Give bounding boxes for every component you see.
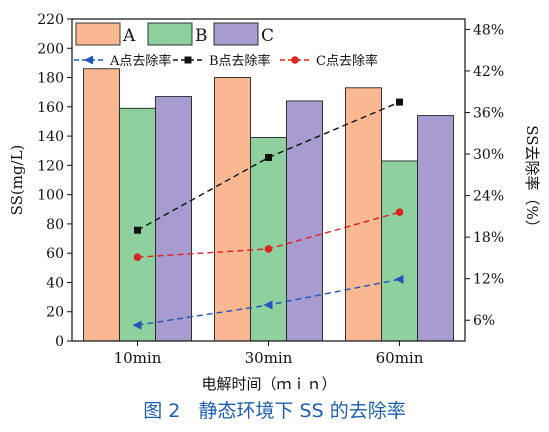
y2-tick-label: 48% [473,22,504,38]
y2-tick-label: 18% [473,230,504,246]
y-tick-label: 80 [46,217,64,233]
bar-b-60min [381,160,418,342]
y-axis-left: 0 20 40 60 80 100 120 140 160 180 200 220 [37,12,72,350]
legend-label-a: A [122,26,136,46]
x-tick-label: 30min [245,349,293,367]
line-series-2 [137,101,400,231]
y-axis-title: SS(mg/L) [8,145,26,216]
point-series-2-60min [396,98,403,106]
y-tick-label: 20 [46,305,64,321]
x-tick-label: 10min [114,349,162,367]
y2-tick-label: 24% [473,189,504,205]
y-tick-label: 180 [37,71,64,87]
bar-a-10min [83,68,120,342]
y2-tick-label: 12% [473,272,504,288]
y2-tick-label: 6% [473,313,495,329]
legend-line-label-1: A点去除率 [109,53,171,69]
bar-a-30min [214,77,251,342]
y-tick-label: 60 [46,246,64,262]
point-series-1-30min [263,300,273,310]
bar-c-10min [155,96,192,342]
y2-axis-title: SS去除率（%） [523,125,541,235]
legend-swatch-c [213,22,259,46]
legend-marker-2 [184,56,192,64]
y2-tick-label: 30% [473,147,504,163]
legend-marker-1 [84,55,93,65]
bar-c-30min [286,100,323,342]
bars-layer [83,68,454,342]
y-tick-label: 160 [37,100,64,116]
bar-b-30min [250,137,287,342]
point-series-3-30min [264,245,273,253]
figure-caption: 图 2 静态环境下 SS 的去除率 [143,400,406,422]
y-tick-label: 140 [37,129,64,145]
legend-swatch-b [147,22,193,46]
legend-line-label-3: C点去除率 [316,53,378,69]
y-tick-label: 0 [55,334,64,350]
lines-layer [132,98,404,330]
point-series-1-60min [394,274,404,284]
bar-b-10min [119,107,156,342]
point-series-3-10min [133,253,142,262]
legend-swatch-a [75,22,121,46]
y2-tick-label: 42% [473,64,504,80]
point-series-2-10min [134,226,141,234]
y-tick-label: 120 [37,158,64,174]
y-axis-right: 6% 12% 18% 24% 30% 36% 42% 48% [465,22,504,329]
legend-marker-3 [291,56,299,64]
x-axis-title: 电解时间（ｍｉｎ） [201,375,336,393]
bar-a-60min [345,87,382,342]
y2-tick-label: 36% [473,105,504,121]
point-series-3-60min [395,208,404,216]
chart: 0 20 40 60 80 100 120 140 160 180 200 220 6% 12% 18% 2… [8,12,541,393]
bar-c-60min [417,115,454,342]
legend-label-c: C [261,26,274,46]
y-tick-label: 200 [37,41,64,57]
y-tick-label: 100 [37,188,64,204]
point-series-1-10min [132,320,142,330]
legend: A B C A点去除率 B点去除率 C点去除率 [74,22,378,69]
legend-line-label-2: B点去除率 [209,53,271,69]
point-series-2-30min [265,153,272,161]
x-tick-label: 60min [376,349,424,367]
legend-label-b: B [195,26,208,46]
y-tick-label: 220 [37,12,64,28]
y-tick-label: 40 [46,275,64,291]
x-axis: 10min 30min 60min [114,341,424,367]
